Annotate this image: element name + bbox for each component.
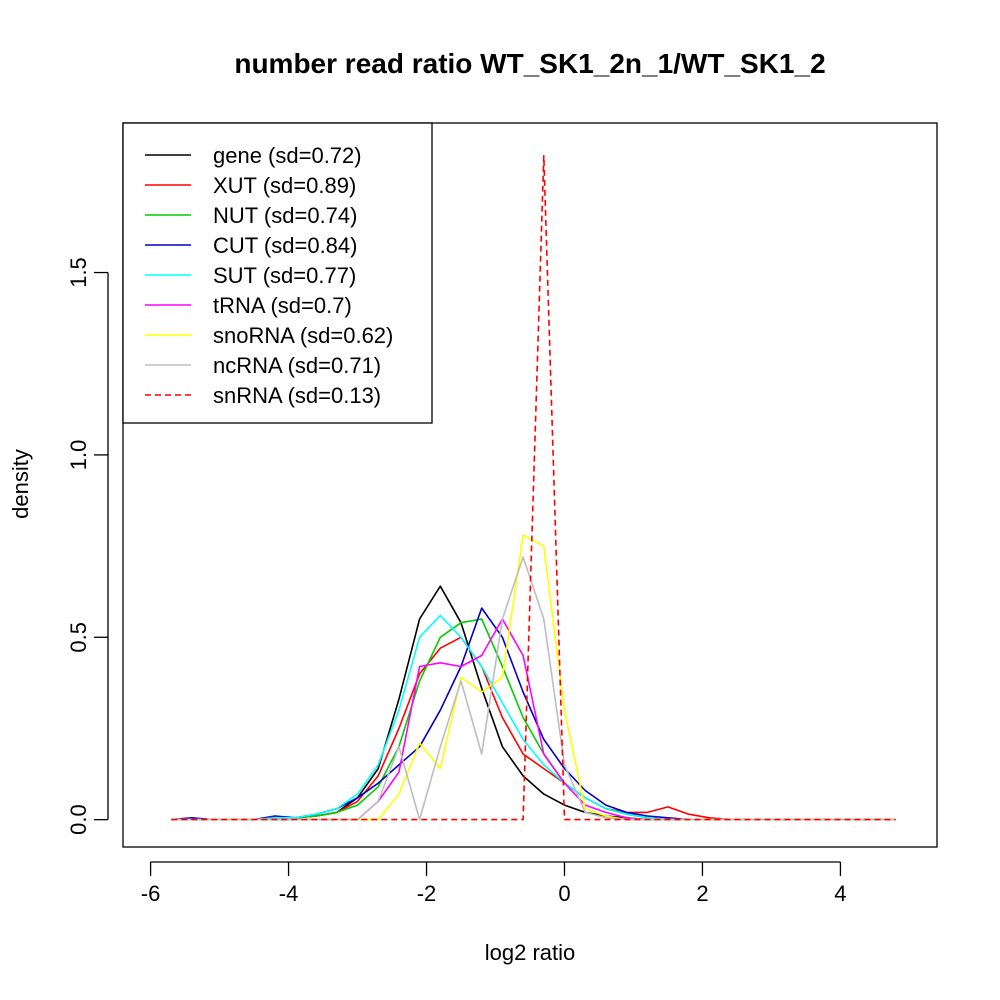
- series-layer: [171, 155, 896, 821]
- series-line-6: [171, 534, 896, 821]
- chart-title: number read ratio WT_SK1_2n_1/WT_SK1_2: [234, 48, 825, 79]
- x-tick-label: 0: [558, 881, 570, 906]
- x-tick-label: 2: [696, 881, 708, 906]
- series-line-7: [171, 556, 896, 821]
- x-tick-label: 4: [834, 881, 846, 906]
- legend-label: NUT (sd=0.74): [213, 203, 357, 228]
- legend-label: tRNA (sd=0.7): [213, 293, 352, 318]
- y-tick-label: 1.0: [66, 440, 91, 471]
- series-line-2: [171, 618, 896, 821]
- x-axis: -6 -4 -2 0 2 4: [141, 861, 847, 906]
- y-axis-label: density: [8, 449, 33, 519]
- legend-label: snRNA (sd=0.13): [213, 383, 381, 408]
- legend-label: ncRNA (sd=0.71): [213, 353, 381, 378]
- series-line-8: [171, 155, 896, 821]
- legend-label: gene (sd=0.72): [213, 143, 362, 168]
- y-axis: 0.0 0.5 1.0 1.5: [66, 257, 109, 835]
- y-tick-label: 0.0: [66, 804, 91, 835]
- series-line-1: [171, 636, 896, 821]
- x-tick-label: -6: [141, 881, 161, 906]
- y-tick-label: 1.5: [66, 257, 91, 288]
- legend-label: snoRNA (sd=0.62): [213, 323, 393, 348]
- legend: gene (sd=0.72) XUT (sd=0.89) NUT (sd=0.74)…: [122, 122, 433, 424]
- legend-label: XUT (sd=0.89): [213, 173, 356, 198]
- legend-label: SUT (sd=0.77): [213, 263, 356, 288]
- x-axis-label: log2 ratio: [485, 940, 576, 965]
- x-tick-label: -4: [279, 881, 299, 906]
- series-line-5: [171, 618, 896, 821]
- x-tick-label: -2: [417, 881, 437, 906]
- legend-box: [122, 122, 433, 424]
- plot-frame: [122, 122, 938, 848]
- y-tick-label: 0.5: [66, 622, 91, 653]
- legend-label: CUT (sd=0.84): [213, 233, 357, 258]
- series-line-3: [171, 607, 896, 821]
